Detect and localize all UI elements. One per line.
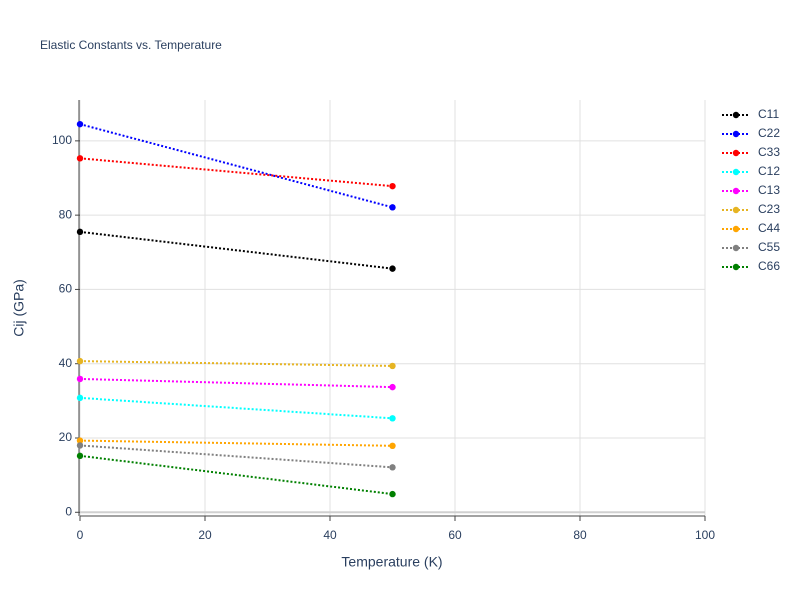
series-line bbox=[79, 444, 393, 469]
y-tick-label: 40 bbox=[59, 356, 73, 370]
x-tick-label: 100 bbox=[695, 528, 715, 542]
legend-label: C66 bbox=[758, 259, 780, 273]
legend-label: C12 bbox=[758, 164, 780, 178]
chart-title: Elastic Constants vs. Temperature bbox=[40, 38, 222, 52]
legend-label: C13 bbox=[758, 183, 780, 197]
series-line bbox=[79, 230, 393, 270]
legend-label: C22 bbox=[758, 126, 780, 140]
y-tick-label: 60 bbox=[59, 282, 73, 296]
x-tick-label: 0 bbox=[77, 528, 84, 542]
legend-marker bbox=[732, 168, 740, 176]
x-axis-label: Temperature (K) bbox=[341, 554, 442, 570]
x-tick-label: 40 bbox=[323, 528, 337, 542]
point bbox=[76, 357, 84, 365]
point bbox=[389, 490, 396, 498]
series-line bbox=[79, 396, 393, 420]
legend-label: C11 bbox=[758, 107, 779, 121]
x-tick-label: 60 bbox=[448, 528, 462, 542]
series-line bbox=[79, 157, 393, 188]
legend-marker bbox=[732, 130, 740, 138]
series-line bbox=[79, 360, 393, 367]
x-tick-label: 80 bbox=[573, 528, 587, 542]
legend-marker bbox=[732, 187, 740, 195]
point bbox=[76, 442, 84, 449]
legend-marker bbox=[732, 206, 740, 214]
point bbox=[76, 375, 84, 383]
point bbox=[389, 442, 396, 449]
y-axis-label: Cij (GPa) bbox=[11, 279, 27, 337]
y-tick-label: 20 bbox=[59, 430, 73, 444]
legend-marker bbox=[732, 111, 740, 119]
legend-marker bbox=[732, 263, 740, 271]
point bbox=[76, 452, 84, 460]
series-line bbox=[79, 454, 393, 496]
legend-label: C33 bbox=[758, 145, 780, 159]
legend-marker bbox=[732, 225, 740, 233]
x-tick-label: 20 bbox=[198, 528, 212, 542]
point bbox=[389, 383, 396, 391]
series-line bbox=[79, 377, 393, 389]
point bbox=[389, 415, 396, 422]
legend-label: C23 bbox=[758, 202, 780, 216]
y-tick-label: 0 bbox=[65, 504, 72, 518]
point bbox=[389, 182, 396, 190]
legend-marker bbox=[732, 149, 740, 157]
point bbox=[76, 120, 84, 128]
series-line bbox=[79, 439, 393, 447]
point bbox=[389, 265, 396, 272]
y-tick-label: 80 bbox=[59, 207, 73, 221]
point bbox=[389, 362, 396, 370]
point bbox=[76, 228, 84, 236]
legend-marker bbox=[732, 244, 740, 252]
point bbox=[76, 394, 84, 402]
legend-label: C55 bbox=[758, 240, 780, 254]
point bbox=[76, 437, 84, 444]
point bbox=[389, 204, 396, 211]
y-tick-label: 100 bbox=[52, 133, 72, 147]
legend-label: C44 bbox=[758, 221, 780, 235]
point bbox=[76, 155, 84, 162]
series-line bbox=[79, 123, 393, 209]
point bbox=[389, 464, 396, 471]
